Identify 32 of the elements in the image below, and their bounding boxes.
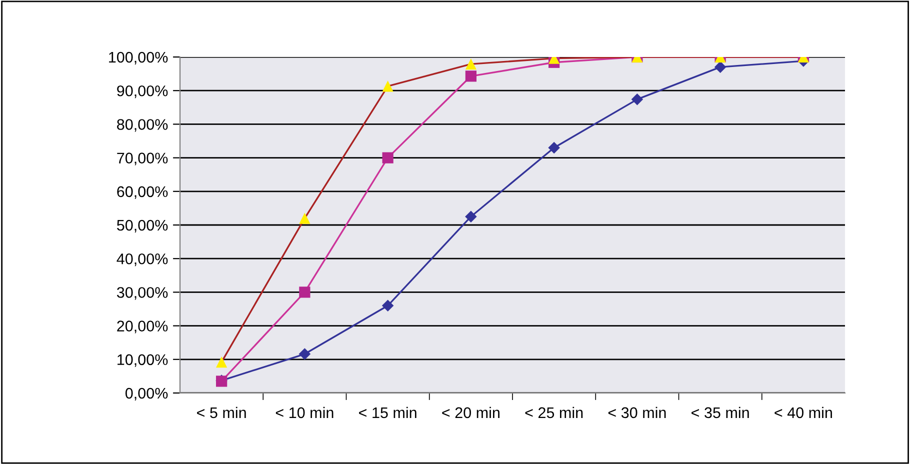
point: [548, 142, 560, 154]
point: [631, 93, 644, 106]
point: [465, 70, 476, 82]
x-tick-label: < 15 min: [359, 406, 416, 418]
point: [714, 61, 726, 73]
x-tick-label: < 10 min: [276, 406, 334, 418]
point: [299, 286, 310, 298]
y-tick-label: 90,00%: [117, 85, 168, 98]
y-tick-label: 10,00%: [118, 354, 168, 367]
y-tick-label: 100,00%: [109, 52, 168, 64]
y-tick-label: 70,00%: [117, 152, 168, 166]
y-tick-label: 40,00%: [116, 253, 168, 266]
point: [465, 58, 476, 70]
x-tick-label: < 40 min: [774, 406, 832, 418]
point: [298, 348, 311, 360]
x-tick-label: < 25 min: [525, 406, 583, 418]
y-tick-label: 60,00%: [117, 186, 168, 199]
point: [299, 212, 310, 224]
x-tick-label: < 30 min: [608, 406, 666, 418]
point: [216, 356, 228, 368]
y-tick-label: 30,00%: [116, 287, 168, 300]
point: [382, 152, 394, 164]
point: [382, 300, 394, 312]
x-tick-label: < 20 min: [442, 406, 500, 418]
point: [465, 210, 477, 222]
y-tick-label: 0,00%: [125, 388, 168, 400]
x-tick-label: < 5 min: [197, 406, 246, 418]
y-tick-label: 50,00%: [116, 220, 168, 232]
x-tick-label: < 35 min: [692, 406, 749, 418]
point: [382, 80, 394, 92]
y-tick-label: 80,00%: [117, 119, 168, 132]
y-tick-label: 20,00%: [117, 320, 168, 334]
